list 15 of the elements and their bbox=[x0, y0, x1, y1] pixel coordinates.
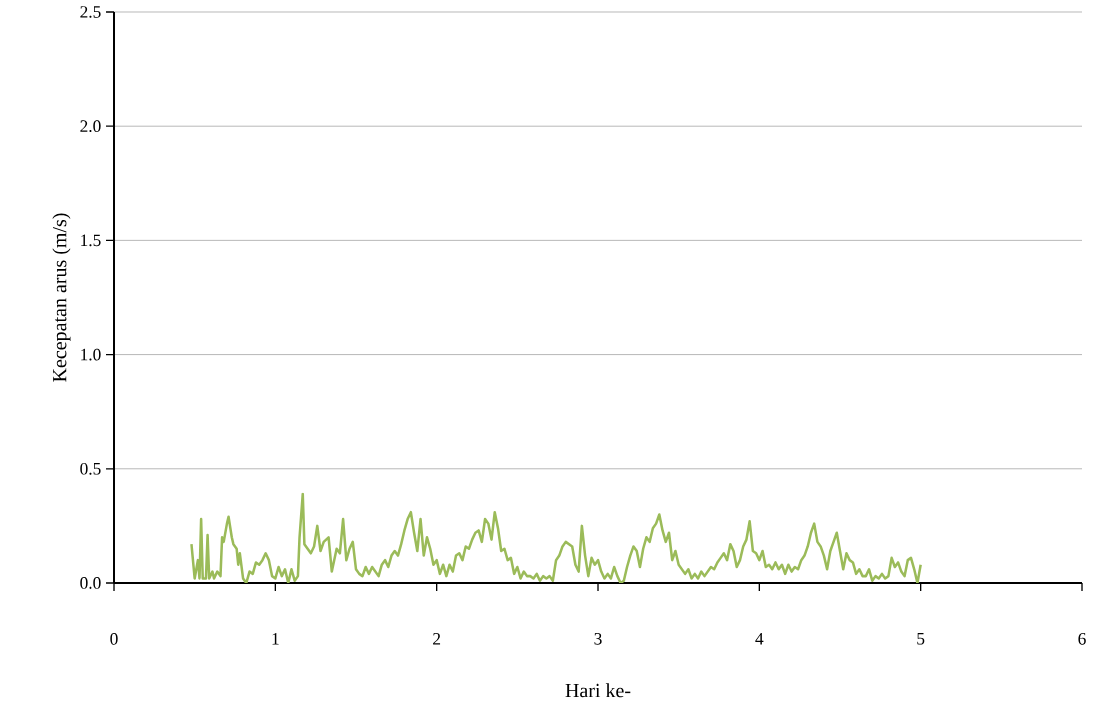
x-tick-label: 5 bbox=[917, 633, 925, 645]
y-tick-label: 2.0 bbox=[80, 120, 101, 133]
x-tick-label: 6 bbox=[1078, 633, 1086, 645]
y-tick-label: 1.5 bbox=[81, 234, 101, 247]
y-tick-label: 0.5 bbox=[80, 463, 101, 475]
y-axis-title: Kecepatan arus (m/s) bbox=[52, 213, 71, 382]
x-tick-label: 1 bbox=[272, 633, 279, 645]
y-tick-label: 2.5 bbox=[80, 6, 101, 18]
y-tick-label: 1.0 bbox=[81, 348, 101, 361]
x-tick-label: 0 bbox=[110, 633, 118, 645]
x-tick-label: 2 bbox=[433, 633, 441, 645]
x-tick-label: 4 bbox=[755, 633, 764, 645]
x-axis-title: Hari ke- bbox=[565, 683, 631, 698]
x-tick-label: 3 bbox=[594, 633, 602, 645]
y-tick-label: 0.0 bbox=[80, 577, 101, 590]
